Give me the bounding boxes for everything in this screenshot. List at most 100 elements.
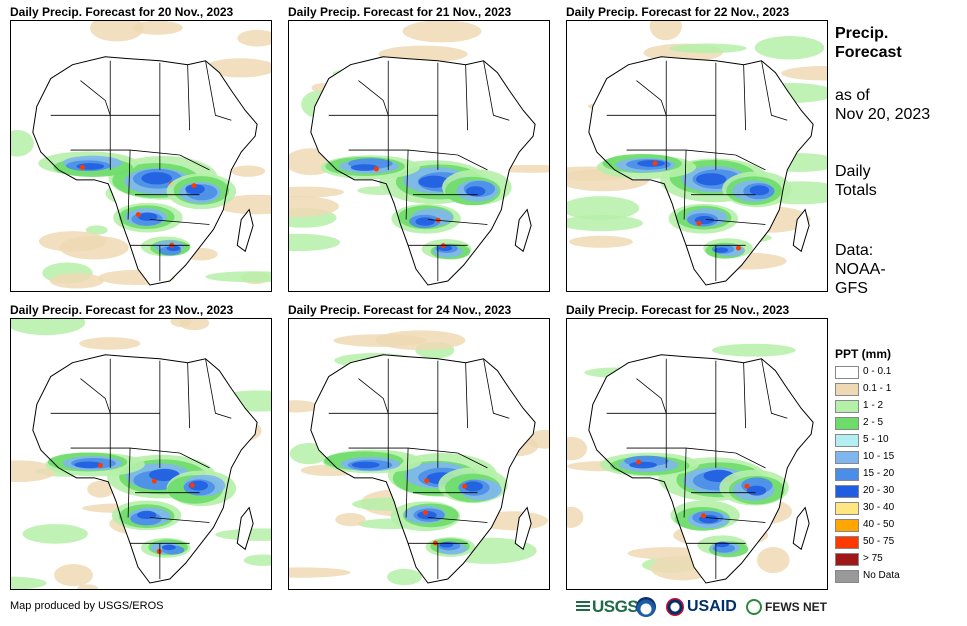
country-border <box>636 378 667 414</box>
country-border <box>735 452 766 469</box>
country-border <box>348 149 458 156</box>
sidebar-data-source: Data: NOAA- GFS <box>835 241 965 298</box>
madagascar <box>514 506 532 551</box>
precip-blob <box>205 271 271 283</box>
country-border <box>205 60 232 121</box>
heavy-precip-spot <box>156 548 162 554</box>
precip-blob <box>77 584 99 589</box>
heavy-precip-spot <box>636 459 642 465</box>
country-border <box>626 447 736 454</box>
legend-item: 0 - 0.1 <box>835 364 965 381</box>
legend-label: 40 - 50 <box>863 519 895 530</box>
precip-blob <box>567 506 584 528</box>
country-border <box>358 80 389 116</box>
usaid-logo-text: USAID <box>687 598 737 615</box>
precip-blob <box>567 436 588 461</box>
precip-blob <box>711 343 796 357</box>
precip-blob <box>11 576 47 589</box>
usgs-logo: USGS <box>576 596 639 618</box>
precip-blob <box>90 21 144 42</box>
legend-item: 2 - 5 <box>835 415 965 432</box>
precip-zone <box>161 544 176 551</box>
precip-zone <box>185 184 205 195</box>
legend-label: No Data <box>863 570 900 581</box>
precip-zone <box>465 186 486 197</box>
country-border <box>743 362 747 429</box>
precip-blob <box>22 524 88 544</box>
legend-label: 0 - 0.1 <box>863 366 892 377</box>
legend-item: 1 - 2 <box>835 398 965 415</box>
forecast-panel-day2: Daily Precip. Forecast for 21 Nov., 2023 <box>288 4 550 294</box>
forecast-panel-day3: Daily Precip. Forecast for 22 Nov., 2023 <box>566 4 828 294</box>
legend-swatch <box>835 519 859 532</box>
country-border <box>187 362 191 429</box>
legend-item: 15 - 20 <box>835 466 965 483</box>
panel-title: Daily Precip. Forecast for 20 Nov., 2023 <box>10 5 234 19</box>
precip-zone <box>629 461 657 469</box>
country-border <box>683 150 687 220</box>
precip-blob <box>38 231 107 252</box>
legend-swatch <box>835 468 859 481</box>
precip-zone <box>637 160 665 167</box>
country-border <box>761 60 788 121</box>
legend-label: 30 - 40 <box>863 502 895 513</box>
country-border <box>127 150 131 220</box>
africa-map <box>11 21 271 289</box>
precip-zone <box>74 461 103 469</box>
map-credit: Map produced by USGS/EROS <box>10 600 164 612</box>
country-border <box>149 517 210 523</box>
precip-zone <box>351 461 380 469</box>
precip-zone <box>714 247 729 253</box>
precip-blob <box>333 334 427 347</box>
precip-blob <box>289 186 344 198</box>
precip-zone <box>137 212 158 221</box>
usaid-logo: USAID <box>666 596 737 618</box>
precip-blob <box>781 66 827 81</box>
heavy-precip-spot <box>189 482 195 488</box>
precip-blob <box>335 512 366 527</box>
precip-map <box>10 318 272 590</box>
panel-title: Daily Precip. Forecast for 21 Nov., 2023 <box>288 5 512 19</box>
country-border <box>457 452 488 469</box>
country-border <box>457 154 488 171</box>
country-border <box>705 219 766 225</box>
precip-blob <box>669 43 747 54</box>
forecast-panel-day6: Daily Precip. Forecast for 25 Nov., 2023 <box>566 302 828 592</box>
panel-title: Daily Precip. Forecast for 24 Nov., 2023 <box>288 303 512 317</box>
legend-label: 20 - 30 <box>863 485 895 496</box>
totals-line2: Totals <box>835 182 877 199</box>
coastline <box>588 354 814 584</box>
panel-title: Daily Precip. Forecast for 25 Nov., 2023 <box>566 303 790 317</box>
precip-blob <box>11 130 34 157</box>
forecast-panel-day1: Daily Precip. Forecast for 20 Nov., 2023 <box>10 4 272 294</box>
precip-blob <box>79 337 141 350</box>
precip-blob <box>754 35 825 60</box>
precip-map <box>288 318 550 590</box>
precip-zone <box>350 164 379 171</box>
country-border <box>405 150 409 220</box>
heavy-precip-spot <box>135 212 141 218</box>
heavy-precip-spot <box>422 510 428 516</box>
data-source-line2: GFS <box>835 280 868 297</box>
precip-map <box>10 20 272 292</box>
heavy-precip-spot <box>97 462 103 468</box>
precip-zone <box>439 541 454 548</box>
precip-blob <box>11 319 86 336</box>
precip-blob <box>237 29 271 47</box>
precip-blob <box>132 21 183 35</box>
coastline <box>310 56 536 286</box>
heavy-precip-spot <box>424 478 430 484</box>
legend-label: > 75 <box>863 553 883 564</box>
legend-swatch <box>835 383 859 396</box>
heavy-precip-spot <box>462 483 468 489</box>
heavy-precip-spot <box>79 164 85 170</box>
precip-zone <box>746 485 767 496</box>
forecast-panel-day5: Daily Precip. Forecast for 24 Nov., 2023 <box>288 302 550 592</box>
fews-globe-icon <box>746 599 762 615</box>
noaa-seal-icon <box>636 597 656 617</box>
data-source-line1: NOAA- <box>835 261 886 278</box>
legend-label: 0.1 - 1 <box>863 383 892 394</box>
country-border <box>348 447 458 454</box>
country-border <box>636 80 667 116</box>
country-border <box>358 378 389 414</box>
